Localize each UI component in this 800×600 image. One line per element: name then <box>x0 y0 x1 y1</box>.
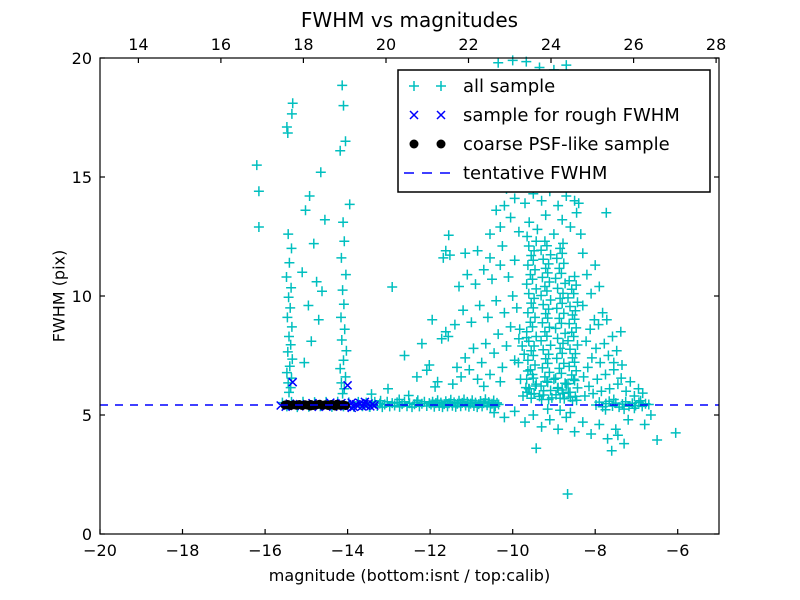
x-tick-label-bottom: −8 <box>583 541 607 560</box>
x-tick-label-top: 20 <box>376 35 396 54</box>
legend-entry-label: coarse PSF-like sample <box>463 134 670 155</box>
dot-marker-icon <box>436 139 446 149</box>
legend-entry-label: sample for rough FWHM <box>463 105 680 126</box>
x-axis-label: magnitude (bottom:isnt / top:calib) <box>268 566 551 585</box>
psf-like-point <box>306 401 315 411</box>
y-tick-label: 10 <box>72 287 92 306</box>
y-tick-label: 5 <box>82 406 92 425</box>
legend: all sample sample for rough FWHM coarse PS… <box>397 69 711 193</box>
legend-entry: coarse PSF-like sample <box>409 134 670 155</box>
x-tick-label-bottom: −14 <box>331 541 365 560</box>
tick-labels: −20 −18 −16 −14 −12 −10 −8 −6 14 16 18 20 22 24 26 28 0 5… <box>72 35 727 560</box>
y-tick-label: 0 <box>82 525 92 544</box>
legend-entry: sample for rough FWHM <box>409 105 680 126</box>
legend-entry: all sample <box>409 76 555 97</box>
x-tick-label-bottom: −12 <box>413 541 447 560</box>
legend-entry-label: all sample <box>463 76 555 97</box>
plus-marker-icon <box>409 81 446 91</box>
x-tick-label-top: 22 <box>458 35 478 54</box>
chart-title: FWHM vs magnitudes <box>300 8 519 32</box>
x-tick-label-top: 18 <box>293 35 313 54</box>
x-tick-label-top: 28 <box>706 35 726 54</box>
legend-entry: tentative FWHM <box>404 163 607 184</box>
dot-marker-icon <box>409 139 419 149</box>
y-tick-label: 15 <box>72 168 92 187</box>
axis-ticks <box>99 57 719 535</box>
legend-entry-label: tentative FWHM <box>463 163 607 184</box>
x-tick-label-bottom: −16 <box>248 541 282 560</box>
y-tick-label: 20 <box>72 49 92 68</box>
x-tick-label-bottom: −20 <box>83 541 117 560</box>
x-tick-label-bottom: −10 <box>496 541 530 560</box>
x-marker-icon <box>409 110 446 120</box>
x-tick-label-top: 16 <box>211 35 231 54</box>
x-tick-label-top: 14 <box>128 35 148 54</box>
legend-box <box>397 69 711 193</box>
x-tick-label-top: 24 <box>541 35 561 54</box>
x-tick-label-top: 26 <box>623 35 643 54</box>
x-tick-label-bottom: −18 <box>166 541 200 560</box>
psf-like-point <box>330 401 340 411</box>
x-tick-label-bottom: −6 <box>666 541 690 560</box>
